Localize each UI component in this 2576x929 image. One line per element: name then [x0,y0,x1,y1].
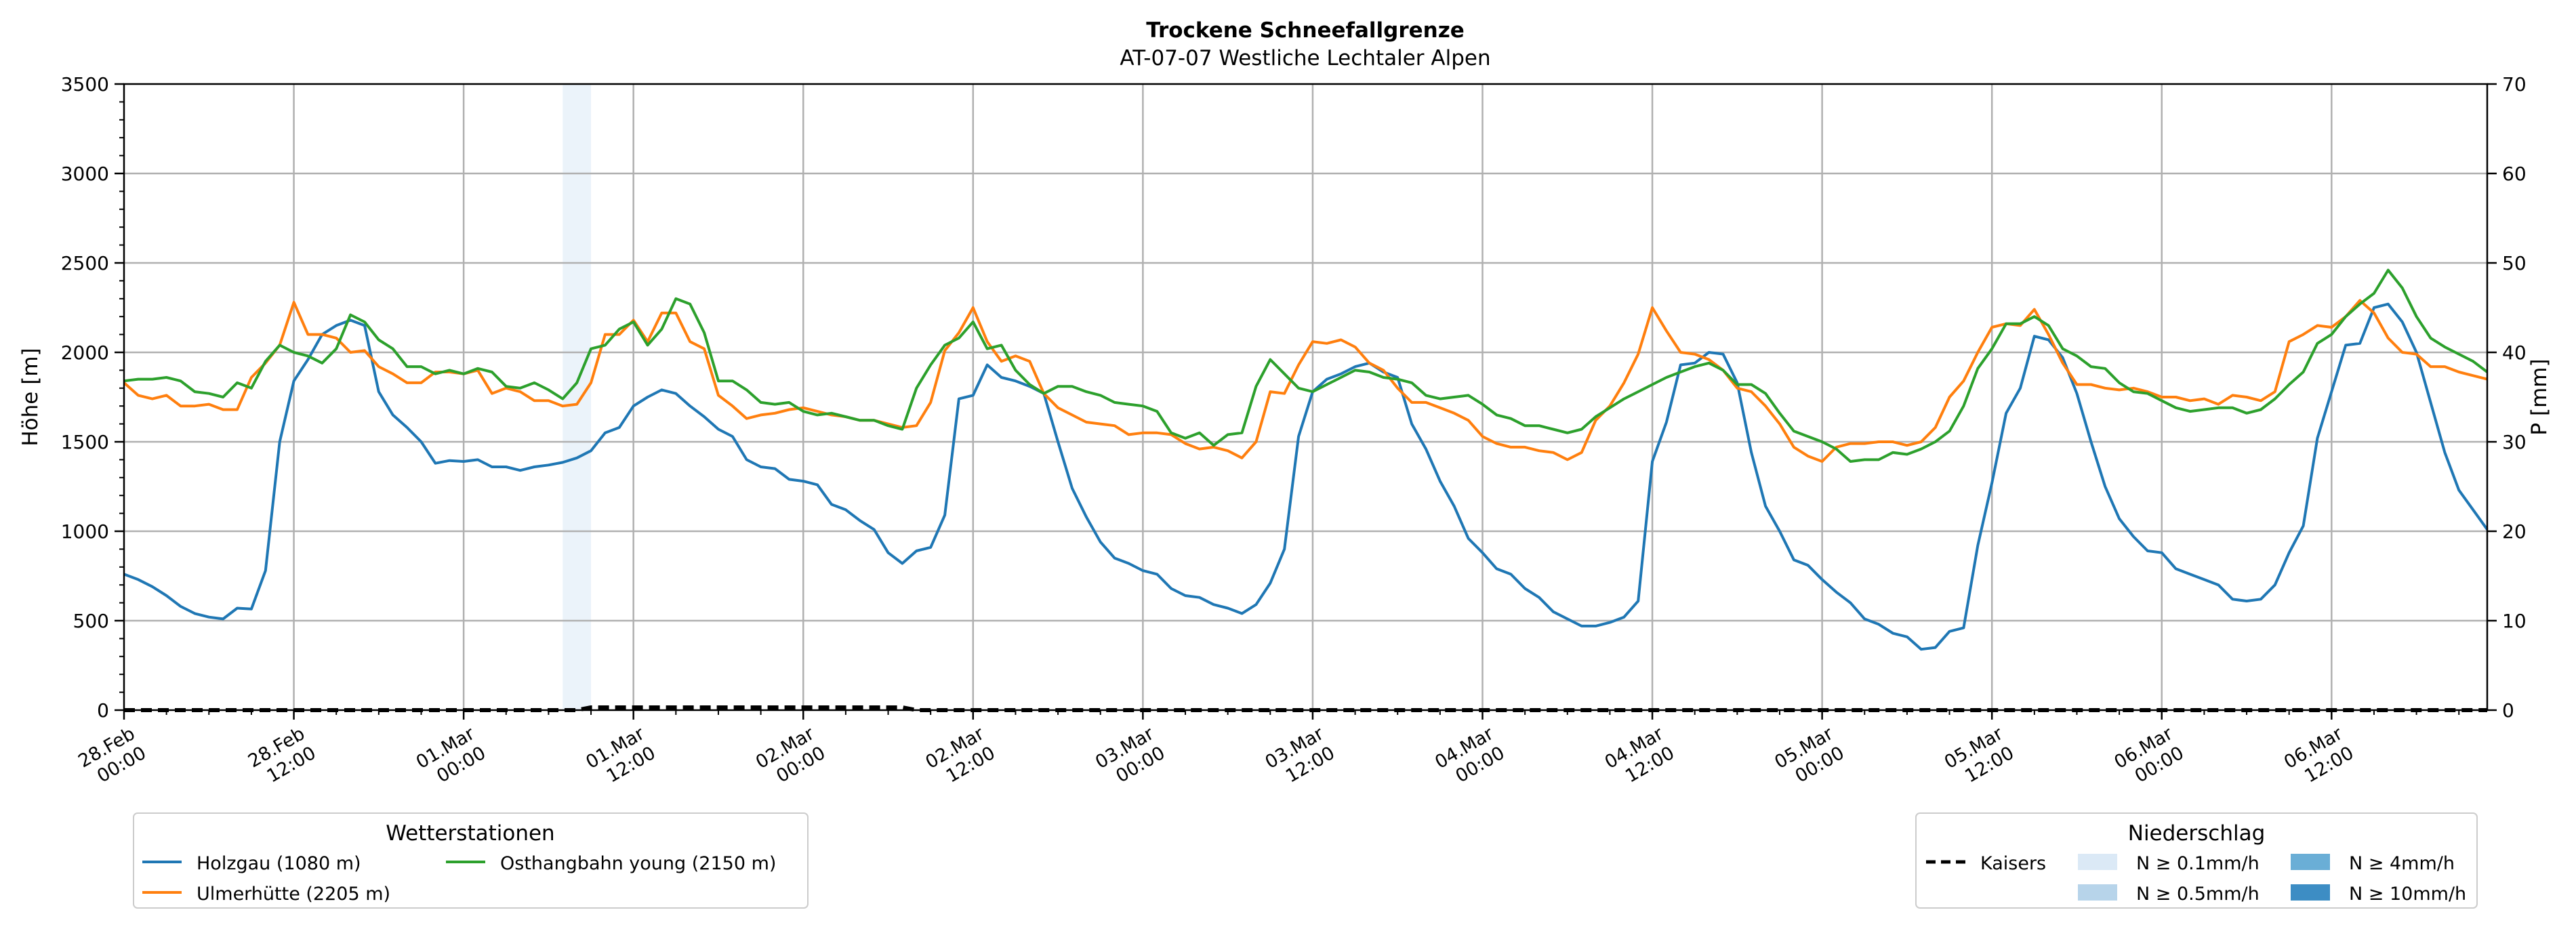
x-tick-label: 28.Feb12:00 [245,723,320,791]
x-tick-label: 06.Mar12:00 [2281,723,2358,793]
x-tick-label: 05.Mar12:00 [1941,723,2018,793]
x-tick-label: 06.Mar00:00 [2110,723,2188,793]
plot-area: 0 500 1000 1500 2000 2500 3000 3500 0 10 20 30 40 50… [61,73,2527,793]
x-tick-label: 01.Mar12:00 [582,723,659,793]
y-tick-label: 3000 [61,163,109,185]
x-tick-label: 02.Mar12:00 [922,723,1000,793]
y2-tick-label: 30 [2502,431,2527,453]
y-tick-label: 2000 [61,342,109,364]
y2-axis-ticks: 0 10 20 30 40 50 60 70 [2487,73,2527,722]
chart-title: Trockene Schneefallgrenze [1146,18,1465,43]
y2-tick-label: 70 [2502,73,2527,96]
y-axis-label: Höhe [m] [18,348,43,446]
precip-bands [563,84,592,710]
legend-item-holzgau: Holzgau (1080 m) [197,853,361,874]
legend-precip-title: Niederschlag [2128,821,2266,846]
y-tick-label: 2500 [61,252,109,274]
x-tick-label: 04.Mar00:00 [1431,723,1509,793]
legend-item-osthangbahn: Osthangbahn young (2150 m) [500,853,776,874]
legend-n10-swatch [2291,884,2330,901]
legend-item-n10: N ≥ 10mm/h [2349,884,2466,905]
legend-n01-swatch [2078,854,2117,870]
legend-item-ulmerhuette: Ulmerhütte (2205 m) [197,884,390,905]
legend-item-n05: N ≥ 0.5mm/h [2136,884,2260,905]
legend-stations-title: Wetterstationen [386,821,554,846]
series-line-ulmer [123,299,2488,463]
y2-tick-label: 40 [2502,342,2527,364]
y2-tick-label: 50 [2502,252,2527,274]
grid-lines [124,84,2487,710]
legend-n05-swatch [2078,884,2117,901]
legend-n4-swatch [2291,854,2330,870]
x-tick-label: 03.Mar12:00 [1262,723,1339,793]
y-tick-label: 500 [73,610,109,632]
chart-subtitle: AT-07-07 Westliche Lechtaler Alpen [1120,46,1490,70]
y2-axis-label: P [mm] [2527,358,2552,435]
legend-stations: Wetterstationen Holzgau (1080 m) Ulmerhü… [133,812,809,909]
x-tick-label: 01.Mar00:00 [413,723,490,793]
plot-frame [123,83,2489,711]
x-tick-label: 28.Feb00:00 [75,723,150,791]
legend-item-n01: N ≥ 0.1mm/h [2136,853,2260,874]
y-tick-label: 0 [97,699,109,722]
y-tick-label: 1500 [61,431,109,453]
x-tick-label: 05.Mar00:00 [1771,723,1848,793]
legend-precip: Niederschlag Kaisers N ≥ 0.1mm/h N ≥ 0.5… [1915,812,2478,909]
series-line-osthang [123,268,2489,463]
x-tick-label: 02.Mar00:00 [752,723,830,793]
x-tick-label: 03.Mar00:00 [1092,723,1169,793]
y-axis-ticks: 0 500 1000 1500 2000 2500 3000 3500 [61,73,124,722]
y-tick-label: 3500 [61,73,109,96]
y2-tick-label: 60 [2502,163,2527,185]
series-line-holzgau [123,302,2489,651]
legend-item-n4: N ≥ 4mm/h [2349,853,2455,874]
y2-tick-label: 20 [2502,520,2527,543]
x-axis-ticks: 28.Feb00:00 28.Feb12:00 01.Mar00:00 01.Mar1… [75,710,2460,793]
x-tick-label: 04.Mar12:00 [1601,723,1679,793]
y2-tick-label: 0 [2502,699,2514,722]
legend-item-kaisers: Kaisers [1980,853,2046,874]
series-lines [123,268,2489,712]
precip-band-0 [563,84,592,710]
y-tick-label: 1000 [61,520,109,543]
y2-tick-label: 10 [2502,610,2527,632]
